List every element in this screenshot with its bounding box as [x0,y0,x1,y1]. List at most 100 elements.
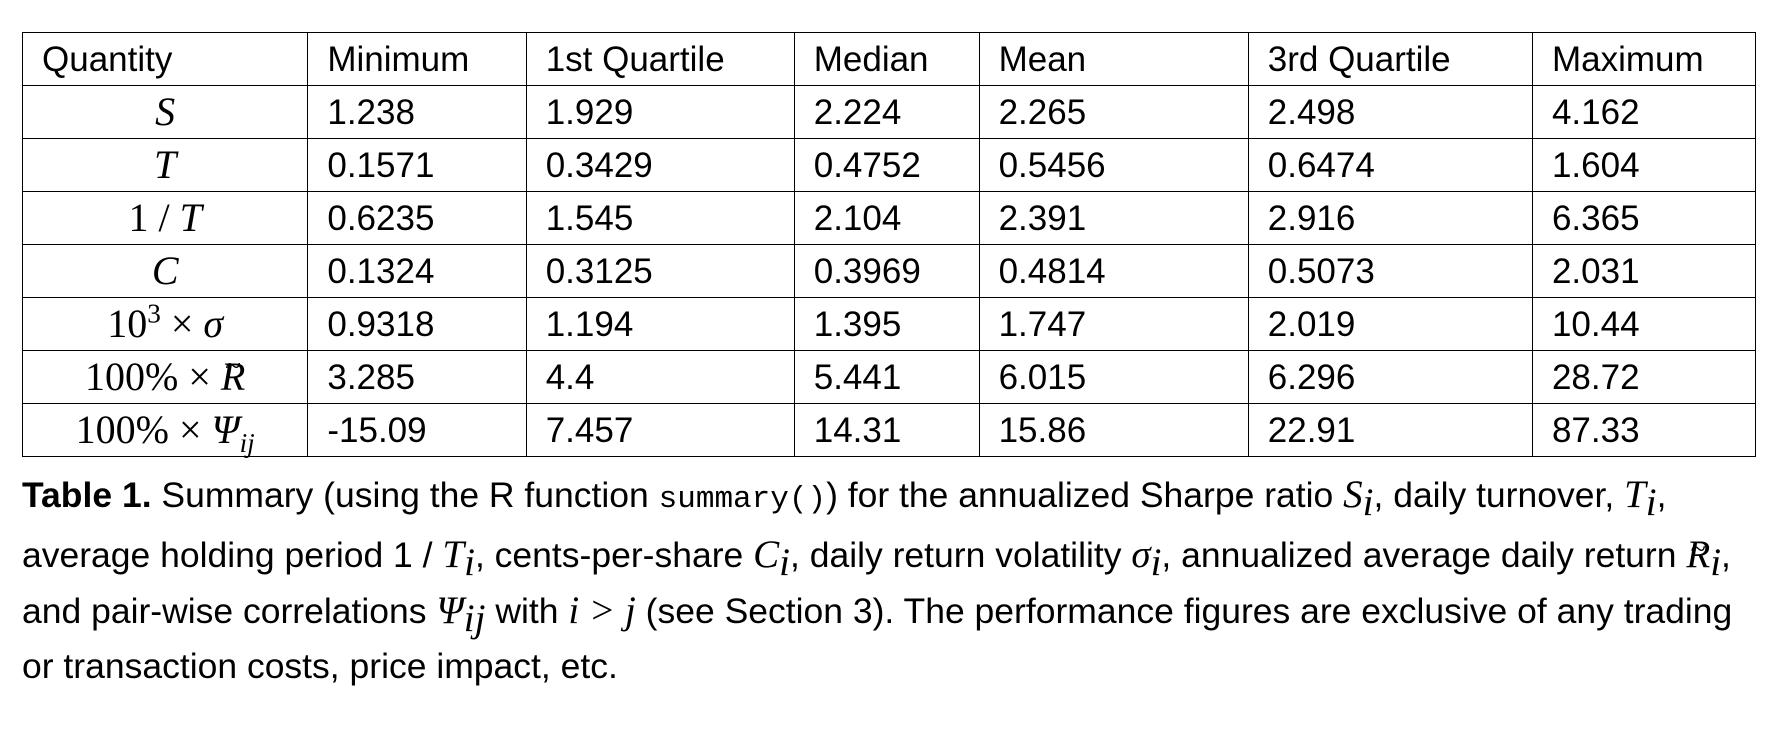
math-subscript-i: i [779,541,790,585]
table-cell: 0.4814 [978,244,1249,298]
math-symbol-psi: Ψ [436,589,464,632]
table-cell: 6.015 [978,350,1249,404]
header-1st-quartile: 1st Quartile [525,32,795,86]
table-cell: 22.91 [1247,403,1533,457]
summary-table: Quantity Minimum 1st Quartile Median Mea… [21,32,1757,458]
table-cell: 0.5456 [978,138,1249,192]
math-one-over: 1 / [128,195,180,240]
table-cell: 0.1324 [307,244,527,298]
header-mean: Mean [978,32,1249,86]
table-cell: 1.238 [307,85,527,139]
table-cell: 2.916 [1247,191,1533,245]
table-cell: 0.9318 [307,297,527,351]
table-row: 100% × ~ R 3.285 4.4 5.441 6.015 6.296 28… [21,349,1757,404]
table-row: T 0.1571 0.3429 0.4752 0.5456 0.6474 1.6… [21,138,1757,192]
caption-text: with [485,591,569,631]
math-hundred: 100% [75,407,169,452]
table-cell: 5.441 [793,350,980,404]
caption-text: , annualized average daily return [1161,535,1687,575]
table-row: 103 × σ 0.9318 1.194 1.395 1.747 2.019 1… [21,297,1757,351]
math-symbol-sigma: σ [203,301,224,346]
table-cell: 1.929 [525,85,795,139]
math-exponent: 3 [147,298,161,329]
quantity-cell: 103 × σ [21,297,309,351]
table-cell: 2.019 [1247,297,1533,351]
quantity-cell: C [21,244,309,298]
header-median: Median [793,32,980,86]
math-ten: 10 [107,301,148,346]
table-caption: Table 1. Summary (using the R function s… [22,467,1756,694]
math-times: × [178,354,221,399]
math-symbol-c: C [753,533,780,576]
caption-text: , daily turnover, [1373,475,1625,515]
table-cell: 0.3969 [793,244,980,298]
quantity-cell: 100% × ~ R [21,349,309,404]
caption-text: ) for the annualized Sharpe ratio [826,475,1344,515]
math-tilde: ~ [225,349,241,382]
table-cell: 0.3429 [525,138,795,192]
caption-text: , and pair-wise correlations [22,535,1731,631]
math-subscript-i: i [464,541,475,585]
caption-text: , daily return volatility [790,535,1132,575]
table-cell: 28.72 [1531,350,1757,404]
math-condition: i > j [568,589,636,632]
math-symbol-s: S [1343,473,1363,516]
math-subscript-ij: ij [239,428,255,458]
table-cell: 1.545 [525,191,795,245]
table-cell: 1.604 [1531,138,1757,192]
table-cell: 6.365 [1531,191,1757,245]
table-cell: 1.194 [525,297,795,351]
math-hundred: 100% [85,354,179,399]
math-times: × [160,301,204,346]
table-cell: -15.09 [307,403,527,457]
math-symbol-s: S [155,89,176,134]
table-cell: 10.44 [1531,297,1757,351]
caption-label: Table 1. [22,475,152,515]
caption-code: summary() [658,482,827,517]
table-cell: 0.5073 [1247,244,1533,298]
table-header-row: Quantity Minimum 1st Quartile Median Mea… [21,32,1757,86]
table-row: 100% × Ψij -15.09 7.457 14.31 15.86 22.9… [21,403,1757,458]
math-symbol-t: T [154,142,177,187]
table-row: C 0.1324 0.3125 0.3969 0.4814 0.5073 2.0… [21,244,1757,298]
table-cell: 14.31 [793,403,980,457]
table-cell: 1.747 [978,297,1249,351]
table-cell: 1.395 [793,297,980,351]
math-symbol-r-tilde: ~ R [1686,527,1710,582]
math-symbol-t: T [442,533,465,576]
table-cell: 0.6474 [1247,138,1533,192]
caption-text: , cents-per-share [474,535,754,575]
math-symbol-t: T [1624,473,1646,516]
table-cell: 4.162 [1531,85,1757,139]
table-cell: 87.33 [1531,403,1757,457]
table-cell: 2.265 [978,85,1249,139]
quantity-cell: S [21,85,309,139]
paper-page: Quantity Minimum 1st Quartile Median Mea… [21,32,1758,694]
table-cell: 0.6235 [307,191,527,245]
quantity-cell: T [21,138,309,192]
math-subscript-i: i [1150,541,1162,585]
table-row: 1 / T 0.6235 1.545 2.104 2.391 2.916 6.3… [21,191,1757,245]
table-cell: 15.86 [978,403,1249,457]
table-cell: 0.3125 [525,244,795,298]
caption-text: (see Section 3). The performance figures… [22,591,1733,686]
math-symbol-sigma: σ [1131,533,1151,576]
table-cell: 2.031 [1531,244,1757,298]
math-symbol-c: C [151,248,179,293]
math-symbol-r: R [1686,533,1711,576]
table-cell: 0.1571 [307,138,527,192]
table-cell: 2.104 [793,191,980,245]
math-subscript-ij: ij [463,597,486,641]
math-times: × [168,407,212,452]
math-symbol-t: T [179,195,202,240]
header-maximum: Maximum [1531,32,1757,86]
table-cell: 3.285 [307,350,527,404]
quantity-cell: 1 / T [21,191,309,245]
table-cell: 7.457 [525,403,795,457]
quantity-cell: 100% × Ψij [21,403,309,458]
math-symbol-r: R [220,354,246,399]
table-cell: 0.4752 [793,138,980,192]
table-cell: 2.391 [978,191,1249,245]
table-cell: 2.224 [793,85,980,139]
math-subscript-i: i [1362,481,1374,525]
